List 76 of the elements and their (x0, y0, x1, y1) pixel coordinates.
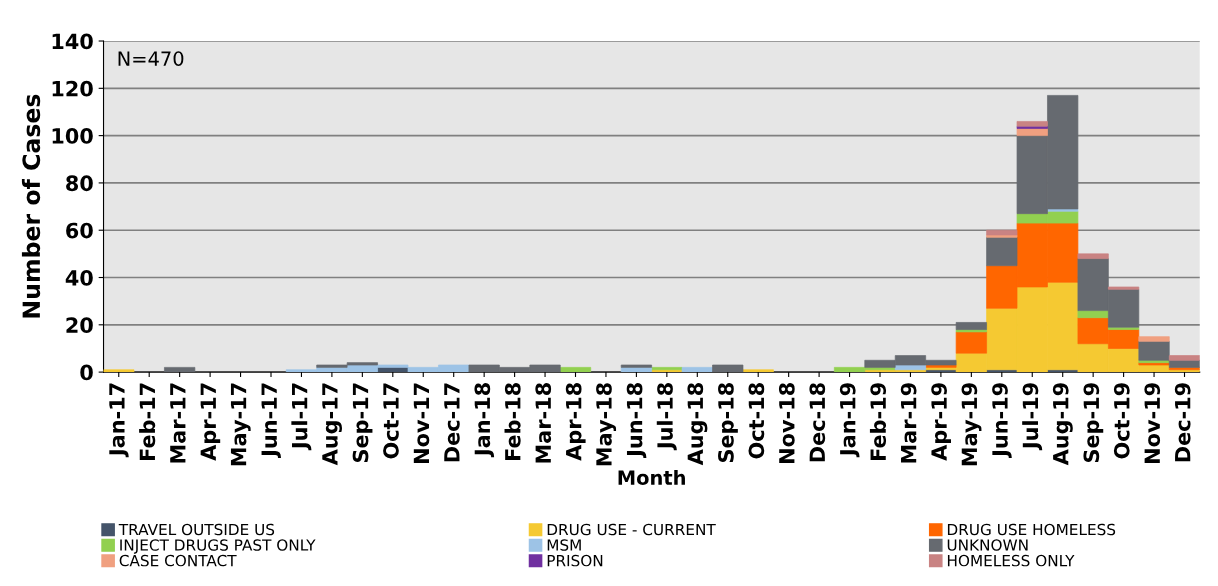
x-tick-label: Oct-17 (383, 383, 399, 459)
x-tick-label: May-18 (596, 383, 617, 466)
x-tick-label: Jan-18 (474, 383, 495, 458)
x-tick-label: May-17 (230, 383, 251, 466)
y-axis-title: Number of Cases (21, 94, 41, 318)
annotation: N=470 (118, 51, 184, 66)
x-tick-label: Sep-19 (1083, 383, 1104, 463)
x-tick-label: Oct-19 (1113, 383, 1130, 459)
bar (1138, 341, 1170, 361)
x-tick-label: Aug-17 (322, 383, 342, 466)
y-tick-label: 80 (66, 175, 93, 192)
legend-label: DRUG USE - CURRENT (547, 523, 716, 536)
legend-label: DRUG USE HOMELESS (947, 523, 1116, 536)
bar (1077, 310, 1109, 319)
bar (164, 367, 196, 373)
x-tick-label: Aug-19 (1052, 383, 1073, 466)
bar (712, 364, 744, 373)
bar (1016, 128, 1048, 136)
x-tick-label: Sep-17 (352, 383, 373, 463)
x-axis-title: Month (618, 469, 685, 486)
y-tick-label: 140 (52, 33, 93, 50)
bar (742, 369, 774, 373)
x-tick-label: Oct-18 (748, 383, 765, 459)
bar (986, 236, 1018, 267)
bar (103, 369, 135, 373)
x-tick-label: Apr-19 (931, 383, 951, 461)
legend-label: INJECT DRUGS PAST ONLY (120, 539, 316, 554)
x-tick-label: Jan-17 (109, 383, 129, 458)
x-tick-label: May-19 (961, 383, 982, 466)
legend-label: MSM (547, 539, 581, 551)
bar (559, 367, 592, 373)
x-tick-label: Dec-17 (444, 383, 460, 462)
x-tick-label: Dec-19 (1174, 383, 1191, 462)
x-tick-label: Feb-17 (139, 383, 156, 460)
x-tick-label: Nov-18 (778, 383, 795, 463)
bar (620, 364, 652, 368)
y-tick-label: 120 (52, 80, 93, 97)
x-tick-label: Apr-18 (565, 383, 586, 461)
x-tick-label: Jan-19 (839, 383, 860, 458)
bar (1077, 253, 1109, 259)
legend-label: PRISON (547, 554, 603, 567)
x-tick-label: Jun-19 (992, 383, 1012, 459)
x-tick-label: Jun-17 (261, 383, 281, 459)
x-tick-label: Feb-18 (504, 383, 521, 460)
y-tick-label: 100 (52, 128, 93, 144)
x-tick-label: Jul-19 (1022, 383, 1043, 451)
legend-label: HOMELESS ONLY (947, 554, 1075, 567)
x-tick-label: Jul-18 (656, 383, 677, 451)
bar (955, 329, 987, 333)
x-tick-label: Mar-18 (535, 383, 552, 463)
x-tick-label: Jun-18 (626, 383, 647, 459)
bar (1016, 121, 1048, 127)
x-tick-label: Mar-19 (900, 383, 917, 463)
x-tick-label: Nov-19 (1144, 383, 1161, 463)
legend-label: UNKNOWN (947, 539, 1028, 551)
x-tick-label: Aug-18 (687, 383, 708, 466)
x-tick-label: Jul-17 (291, 383, 312, 451)
bar (681, 367, 713, 373)
bar (955, 322, 987, 330)
y-tick-label: 0 (80, 364, 93, 381)
bar (1168, 355, 1200, 361)
bar (986, 229, 1018, 236)
x-tick-label: Nov-17 (413, 383, 430, 463)
x-tick-label: Sep-18 (718, 383, 738, 463)
x-tick-label: Feb-19 (869, 383, 887, 460)
bar (955, 331, 987, 354)
legend-label: CASE CONTACT (119, 554, 237, 567)
bar (1108, 286, 1140, 290)
legend-label: TRAVEL OUTSIDE US (118, 523, 275, 536)
bar (1138, 336, 1170, 342)
y-tick-label: 20 (66, 317, 93, 334)
x-tick-label: Dec-18 (809, 383, 826, 462)
x-tick-label: Apr-17 (200, 383, 221, 461)
x-tick-label: Mar-17 (170, 383, 186, 463)
y-tick-label: 40 (65, 269, 93, 286)
y-tick-label: 60 (66, 222, 93, 239)
